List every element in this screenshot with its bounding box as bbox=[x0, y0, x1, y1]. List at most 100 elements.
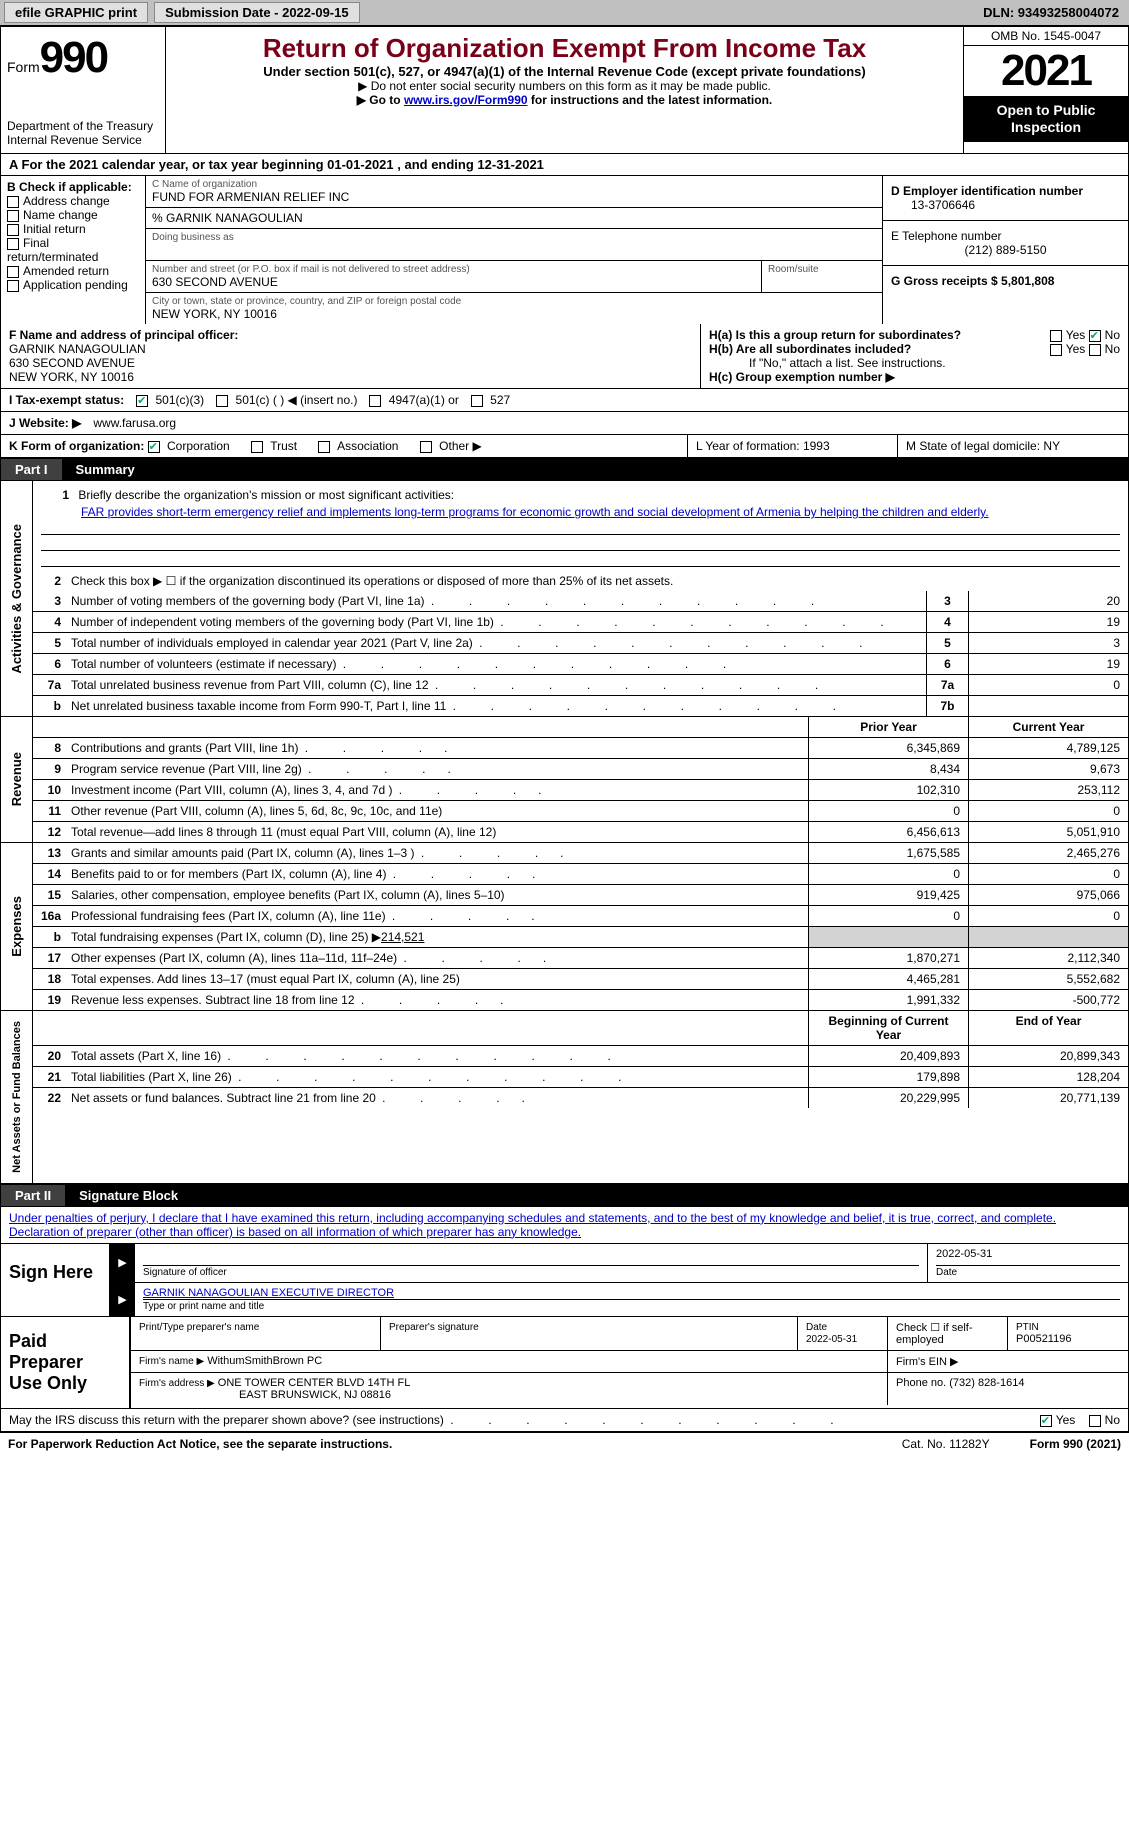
p10: 102,310 bbox=[808, 780, 968, 800]
c13: 2,465,276 bbox=[968, 843, 1128, 863]
checkbox-icon[interactable] bbox=[7, 196, 19, 208]
e22: 20,771,139 bbox=[968, 1088, 1128, 1108]
netassets-block: Net Assets or Fund Balances Beginning of… bbox=[0, 1011, 1129, 1184]
checkbox-icon[interactable] bbox=[1089, 344, 1101, 356]
line-10: 10Investment income (Part VIII, column (… bbox=[33, 780, 1128, 801]
sign-here-block: Sign Here ▶ Signature of officer 2022-05… bbox=[0, 1244, 1129, 1317]
line-6: 6Total number of volunteers (estimate if… bbox=[33, 654, 1128, 675]
yes-label: Yes bbox=[1066, 328, 1086, 342]
p16b-shade bbox=[808, 927, 968, 947]
l18-desc: Total expenses. Add lines 13–17 (must eq… bbox=[67, 969, 808, 989]
boy-hdr: Beginning of Current Year bbox=[808, 1011, 968, 1045]
val-4: 19 bbox=[968, 612, 1128, 632]
checkbox-icon[interactable] bbox=[7, 224, 19, 236]
checkbox-icon[interactable] bbox=[420, 441, 432, 453]
j-label: J Website: ▶ bbox=[9, 416, 81, 430]
street-cell: Number and street (or P.O. box if mail i… bbox=[146, 261, 762, 292]
firm-name-label: Firm's name ▶ bbox=[139, 1356, 204, 1367]
ha-row: H(a) Is this a group return for subordin… bbox=[709, 328, 1120, 342]
street-value: 630 SECOND AVENUE bbox=[152, 275, 278, 289]
c15: 975,066 bbox=[968, 885, 1128, 905]
efile-print-button[interactable]: efile GRAPHIC print bbox=[4, 2, 148, 23]
goto-suffix: for instructions and the latest informat… bbox=[528, 93, 773, 107]
b-opt-name: Name change bbox=[7, 208, 139, 222]
org-name: FUND FOR ARMENIAN RELIEF INC bbox=[152, 190, 349, 204]
exp-content: 13Grants and similar amounts paid (Part … bbox=[33, 843, 1128, 1010]
officer-name: GARNIK NANAGOULIAN bbox=[9, 342, 692, 356]
no-label: No bbox=[1105, 342, 1120, 356]
line-16b: bTotal fundraising expenses (Part IX, co… bbox=[33, 927, 1128, 948]
part-ii-tag: Part II bbox=[1, 1185, 65, 1206]
line-9: 9Program service revenue (Part VIII, lin… bbox=[33, 759, 1128, 780]
checkbox-icon[interactable] bbox=[318, 441, 330, 453]
line-11: 11Other revenue (Part VIII, column (A), … bbox=[33, 801, 1128, 822]
name-title-link[interactable]: GARNIK NANAGOULIAN EXECUTIVE DIRECTOR bbox=[143, 1287, 394, 1299]
b-label: B Check if applicable: bbox=[7, 180, 139, 194]
checkbox-icon[interactable] bbox=[1050, 330, 1062, 342]
checkbox-icon[interactable] bbox=[1050, 344, 1062, 356]
checkbox-icon[interactable] bbox=[471, 395, 483, 407]
date-label: Date bbox=[936, 1267, 957, 1278]
checkbox-checked-icon[interactable] bbox=[148, 441, 160, 453]
sig-officer-cell: Signature of officer bbox=[135, 1244, 928, 1282]
submission-date-button[interactable]: Submission Date - 2022-09-15 bbox=[154, 2, 360, 23]
omb-number: OMB No. 1545-0047 bbox=[964, 27, 1128, 46]
checkbox-icon[interactable] bbox=[251, 441, 263, 453]
ts-501c3: 501(c)(3) bbox=[136, 393, 204, 407]
open-to-public: Open to Public Inspection bbox=[964, 96, 1128, 142]
l16b-desc: Total fundraising expenses (Part IX, col… bbox=[67, 927, 808, 947]
i-label: I Tax-exempt status: bbox=[9, 393, 124, 407]
c-dba-block: Doing business as bbox=[146, 229, 882, 261]
ts-label: 527 bbox=[490, 393, 510, 407]
sig-line[interactable] bbox=[143, 1248, 919, 1266]
b-opt-pending: Application pending bbox=[7, 278, 139, 292]
b21: 179,898 bbox=[808, 1067, 968, 1087]
room-cell: Room/suite bbox=[762, 261, 882, 292]
phone-value: (212) 889-5150 bbox=[891, 243, 1120, 257]
ein-label: D Employer identification number bbox=[891, 184, 1120, 198]
l9-desc: Program service revenue (Part VIII, line… bbox=[67, 759, 808, 779]
c9: 9,673 bbox=[968, 759, 1128, 779]
c-name-block: C Name of organization FUND FOR ARMENIAN… bbox=[146, 176, 882, 208]
sig-date-value: 2022-05-31 bbox=[936, 1248, 1120, 1266]
ssn-warning: ▶ Do not enter social security numbers o… bbox=[172, 79, 957, 93]
checkbox-icon[interactable] bbox=[7, 210, 19, 222]
checkbox-checked-icon[interactable] bbox=[1089, 330, 1101, 342]
section-b: B Check if applicable: Address change Na… bbox=[1, 176, 146, 324]
mission-text[interactable]: FAR provides short-term emergency relief… bbox=[81, 505, 989, 519]
k-form-org: K Form of organization: Corporation Trus… bbox=[1, 435, 688, 457]
checkbox-icon[interactable] bbox=[7, 266, 19, 278]
paid-preparer-block: Paid Preparer Use Only Print/Type prepar… bbox=[0, 1317, 1129, 1409]
k-trust: Trust bbox=[270, 439, 297, 453]
val-7a: 0 bbox=[968, 675, 1128, 695]
checkbox-icon[interactable] bbox=[369, 395, 381, 407]
l7a-desc: Total unrelated business revenue from Pa… bbox=[67, 675, 926, 695]
checkbox-icon[interactable] bbox=[7, 238, 19, 250]
line-17: 17Other expenses (Part IX, column (A), l… bbox=[33, 948, 1128, 969]
opt-label: Address change bbox=[23, 194, 110, 208]
section-d: D Employer identification number 13-3706… bbox=[883, 176, 1128, 324]
vlabel-governance: Activities & Governance bbox=[1, 481, 33, 716]
checkbox-icon[interactable] bbox=[1089, 1415, 1101, 1427]
no-label: No bbox=[1105, 328, 1120, 342]
checkbox-checked-icon[interactable] bbox=[136, 395, 148, 407]
box-7a: 7a bbox=[926, 675, 968, 695]
checkbox-icon[interactable] bbox=[216, 395, 228, 407]
row-a-period: A For the 2021 calendar year, or tax yea… bbox=[0, 154, 1129, 176]
line-8: 8Contributions and grants (Part VIII, li… bbox=[33, 738, 1128, 759]
checkbox-checked-icon[interactable] bbox=[1040, 1415, 1052, 1427]
na-header-row: Beginning of Current YearEnd of Year bbox=[33, 1011, 1128, 1046]
governance-block: Activities & Governance 1 Briefly descri… bbox=[0, 481, 1129, 717]
sig-officer-row: ▶ Signature of officer 2022-05-31 Date bbox=[111, 1244, 1128, 1283]
irs-link[interactable]: www.irs.gov/Form990 bbox=[404, 93, 528, 107]
l13-desc: Grants and similar amounts paid (Part IX… bbox=[67, 843, 808, 863]
line-7a: 7aTotal unrelated business revenue from … bbox=[33, 675, 1128, 696]
l3-desc: Number of voting members of the governin… bbox=[67, 591, 926, 611]
checkbox-icon[interactable] bbox=[7, 280, 19, 292]
d-gross: G Gross receipts $ 5,801,808 bbox=[883, 266, 1128, 296]
c17: 2,112,340 bbox=[968, 948, 1128, 968]
print-name-label: Print/Type preparer's name bbox=[139, 1322, 259, 1333]
prep-date-label: Date bbox=[806, 1322, 827, 1333]
c10: 253,112 bbox=[968, 780, 1128, 800]
discuss-label: May the IRS discuss this return with the… bbox=[9, 1413, 837, 1427]
